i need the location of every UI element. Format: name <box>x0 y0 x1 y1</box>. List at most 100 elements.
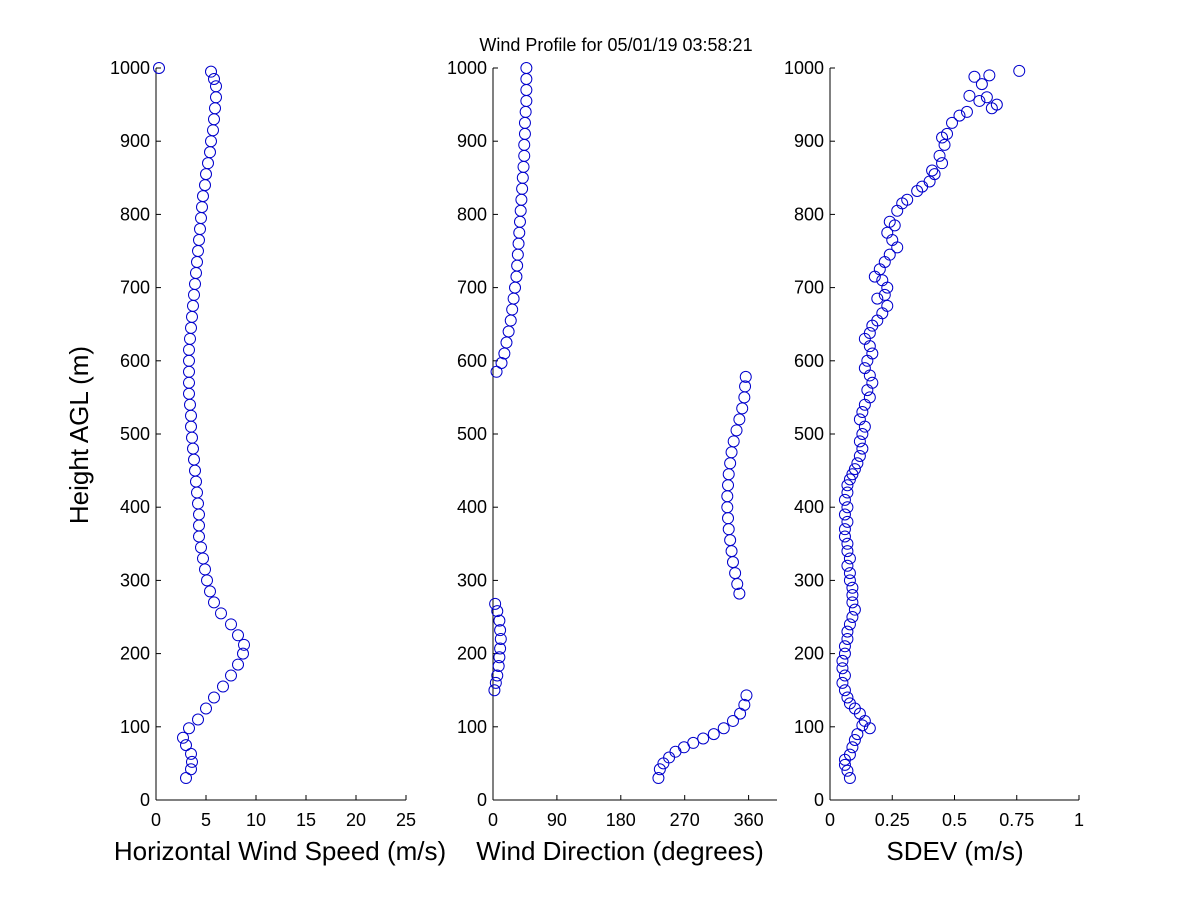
data-point <box>878 288 891 301</box>
data-point <box>836 662 849 675</box>
y-tick-label: 800 <box>457 204 487 224</box>
data-point <box>726 556 739 569</box>
y-tick-label: 300 <box>457 570 487 590</box>
data-point <box>936 157 949 170</box>
y-tick-label: 700 <box>120 278 150 298</box>
data-point <box>941 127 954 140</box>
data-points <box>836 64 1026 785</box>
data-point <box>1013 64 1026 77</box>
y-tick-label: 300 <box>120 570 150 590</box>
data-point <box>653 763 666 776</box>
data-point <box>841 501 854 514</box>
data-point <box>866 376 879 389</box>
x-tick-label: 20 <box>346 810 366 830</box>
data-point <box>866 347 879 360</box>
data-point <box>853 449 866 462</box>
data-point <box>858 362 871 375</box>
data-point <box>876 307 889 320</box>
x-tick-label: 0 <box>488 810 498 830</box>
data-point <box>846 581 859 594</box>
data-point <box>736 402 749 415</box>
data-point <box>186 431 198 444</box>
data-point <box>494 624 507 637</box>
data-point <box>509 281 522 294</box>
data-point <box>491 669 504 682</box>
data-point <box>180 772 192 785</box>
data-point <box>838 640 851 653</box>
y-tick-label: 700 <box>794 278 824 298</box>
data-point <box>973 94 986 107</box>
y-tick-label: 400 <box>120 497 150 517</box>
data-point <box>494 632 507 645</box>
data-point <box>210 91 222 104</box>
data-point <box>185 409 197 422</box>
data-point <box>851 457 864 470</box>
data-point <box>519 105 532 118</box>
data-point <box>724 457 737 470</box>
data-point <box>215 607 227 620</box>
y-tick-label: 800 <box>120 204 150 224</box>
data-point <box>506 303 519 316</box>
data-point <box>193 530 205 543</box>
data-point <box>208 691 220 704</box>
y-tick-label: 0 <box>477 790 487 810</box>
data-point <box>199 563 211 576</box>
data-point <box>717 722 730 735</box>
data-point <box>186 755 198 768</box>
data-point <box>237 647 249 660</box>
data-point <box>841 764 854 777</box>
data-point <box>851 728 864 741</box>
x-axis-label: SDEV (m/s) <box>886 836 1023 866</box>
data-point <box>968 70 981 83</box>
y-tick-label: 1000 <box>784 58 824 78</box>
x-tick-label: 0 <box>151 810 161 830</box>
data-point <box>204 585 216 598</box>
data-point <box>863 340 876 353</box>
data-point <box>504 314 517 327</box>
data-point <box>195 212 207 225</box>
data-point <box>193 519 205 532</box>
data-point <box>200 702 212 715</box>
data-point <box>225 618 237 631</box>
data-point <box>722 479 735 492</box>
y-tick-label: 600 <box>120 351 150 371</box>
data-point <box>738 391 751 404</box>
data-point <box>189 464 201 477</box>
y-axis-label: Height AGL (m) <box>64 346 94 524</box>
data-point <box>861 354 874 367</box>
data-point <box>881 281 894 294</box>
data-point <box>516 182 529 195</box>
data-point <box>722 512 735 525</box>
y-tick-label: 400 <box>794 497 824 517</box>
y-tick-label: 200 <box>457 644 487 664</box>
data-point <box>953 109 966 122</box>
data-point <box>853 413 866 426</box>
x-tick-label: 0.25 <box>875 810 910 830</box>
data-point <box>185 321 197 334</box>
data-point <box>208 72 220 85</box>
data-point <box>197 552 209 565</box>
data-point <box>489 597 502 610</box>
data-point <box>946 116 959 129</box>
data-point <box>960 105 973 118</box>
data-point <box>184 398 196 411</box>
data-point <box>923 175 936 188</box>
x-tick-label: 1 <box>1074 810 1084 830</box>
data-point <box>513 226 526 239</box>
data-point <box>196 201 208 214</box>
data-point <box>491 605 504 618</box>
data-point <box>853 435 866 448</box>
data-point <box>186 310 198 323</box>
data-point <box>729 567 742 580</box>
data-point <box>936 131 949 144</box>
data-point <box>183 376 195 389</box>
data-point <box>520 83 533 96</box>
data-point <box>841 537 854 550</box>
data-point <box>863 369 876 382</box>
data-point <box>490 365 503 378</box>
data-point <box>677 741 690 754</box>
y-tick-label: 900 <box>457 131 487 151</box>
data-point <box>734 707 747 720</box>
data-point <box>963 89 976 102</box>
